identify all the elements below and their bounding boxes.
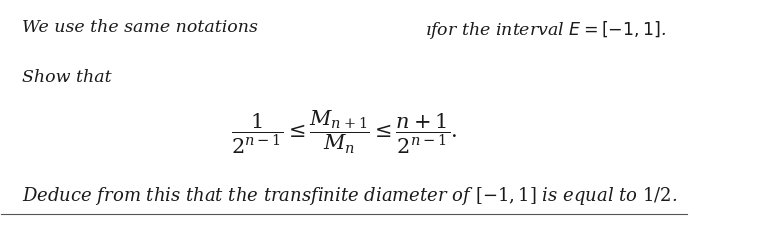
Text: $\dfrac{1}{2^{n-1}} \leq \dfrac{M_{n+1}}{M_n} \leq \dfrac{n+1}{2^{n-1}}.$: $\dfrac{1}{2^{n-1}} \leq \dfrac{M_{n+1}}…	[231, 109, 457, 156]
Text: Deduce from this that the transfinite diameter of $[-1, 1]$ is equal to $1/2$.: Deduce from this that the transfinite di…	[22, 185, 677, 207]
Text: ıfor the interval $E = [-1, 1]$.: ıfor the interval $E = [-1, 1]$.	[425, 19, 667, 41]
Text: We use the same notations: We use the same notations	[22, 19, 258, 36]
Text: Show that: Show that	[22, 69, 111, 86]
